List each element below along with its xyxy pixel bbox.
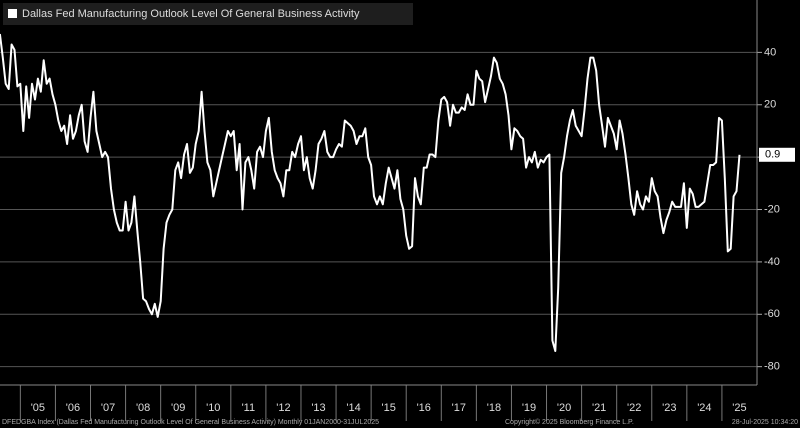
y-tick-label: -80 xyxy=(764,361,780,373)
y-tick-label: -40 xyxy=(764,256,780,268)
legend-label: Dallas Fed Manufacturing Outlook Level O… xyxy=(22,8,360,20)
footer-left: DFEDGBA Index (Dallas Fed Manufacturing … xyxy=(2,419,379,426)
x-tick-label: '05 xyxy=(31,402,45,414)
x-tick-label: '16 xyxy=(417,402,431,414)
x-tick-label: '10 xyxy=(206,402,220,414)
y-tick-label: -20 xyxy=(764,203,780,215)
x-tick-label: '22 xyxy=(627,402,641,414)
y-tick-label: 40 xyxy=(764,46,776,58)
x-tick-label: '24 xyxy=(697,402,711,414)
x-tick-label: '20 xyxy=(557,402,571,414)
x-tick-label: '15 xyxy=(382,402,396,414)
x-tick-label: '25 xyxy=(732,402,746,414)
x-tick-label: '08 xyxy=(136,402,150,414)
legend-box xyxy=(3,3,413,25)
plot: 0.9 xyxy=(0,33,795,352)
legend-swatch xyxy=(8,9,17,18)
last-value-label: 0.9 xyxy=(765,149,780,161)
x-tick-label: '11 xyxy=(242,402,256,414)
x-tick-label: '21 xyxy=(592,402,606,414)
x-tick-label: '18 xyxy=(487,402,501,414)
x-tick-label: '07 xyxy=(101,402,115,414)
y-tick-label: 20 xyxy=(764,99,776,111)
x-tick-label: '23 xyxy=(662,402,676,414)
x-tick-label: '13 xyxy=(311,402,325,414)
x-tick-label: '14 xyxy=(346,402,360,414)
last-value-box xyxy=(759,147,795,162)
x-tick-label: '17 xyxy=(452,402,466,414)
x-tick-label: '09 xyxy=(171,402,185,414)
footer-right: 28-Jul-2025 10:34:20 xyxy=(732,419,798,426)
x-tick-label: '12 xyxy=(276,402,290,414)
footer-center: Copyright© 2025 Bloomberg Finance L.P. xyxy=(505,418,634,426)
y-tick-label: -60 xyxy=(764,308,780,320)
x-tick-label: '06 xyxy=(66,402,80,414)
x-tick-label: '19 xyxy=(522,402,536,414)
series-line xyxy=(0,33,741,352)
